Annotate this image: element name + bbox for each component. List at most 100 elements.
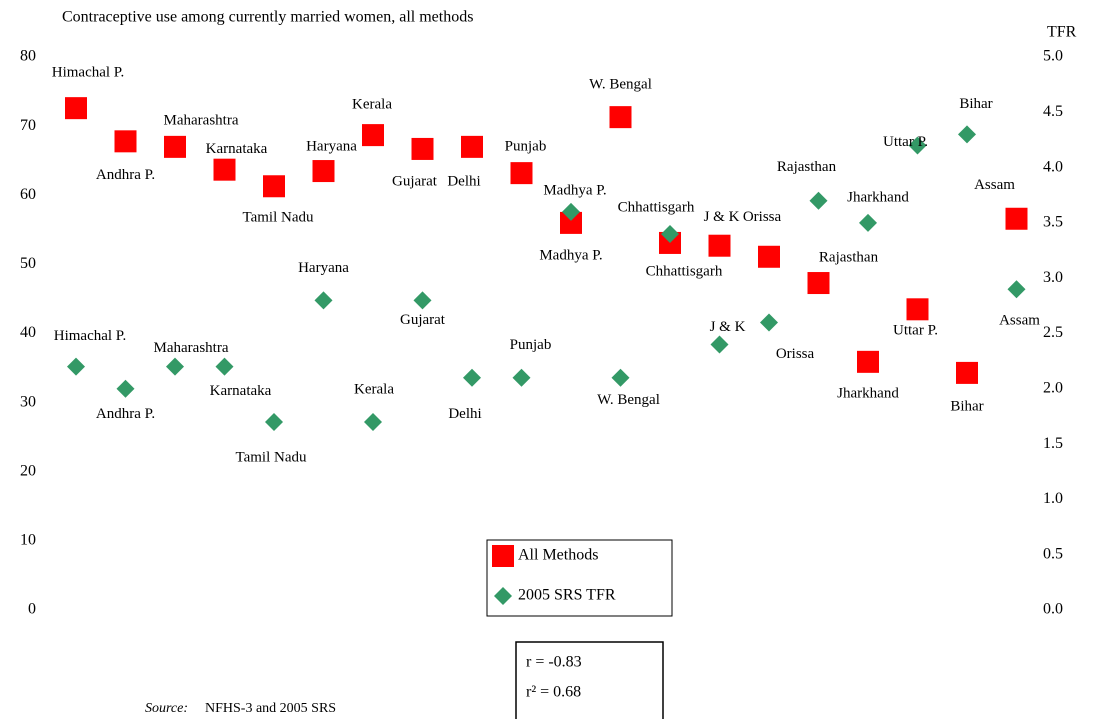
legend-label: 2005 SRS TFR (518, 587, 616, 604)
point-label: Andhra P. (96, 167, 155, 183)
y-tick-label: 60 (20, 186, 36, 203)
point-label: Madhya P. (539, 247, 602, 263)
y2-tick-label: 3.5 (1043, 214, 1063, 231)
marker-square (213, 158, 236, 181)
point-label: Haryana (306, 138, 357, 154)
point-label: Kerala (352, 97, 392, 113)
y-tick-label: 10 (20, 532, 36, 549)
marker-diamond (908, 136, 927, 155)
y-tick-label: 50 (20, 255, 36, 272)
y2-tick-label: 5.0 (1043, 48, 1063, 65)
point-label: W. Bengal (597, 392, 660, 408)
point-label: Rajasthan (777, 159, 837, 175)
point-label: Rajasthan (819, 249, 879, 265)
point-label: Chhattisgarh (618, 199, 695, 215)
point-label: Gujarat (400, 312, 446, 328)
y2-tick-label: 2.5 (1043, 324, 1063, 341)
marker-diamond (116, 379, 135, 398)
marker-diamond (463, 368, 481, 387)
point-label: Tamil Nadu (242, 210, 314, 226)
marker-square (906, 298, 929, 321)
y2-tick-label: 4.5 (1043, 103, 1063, 120)
marker-square (956, 361, 978, 384)
marker-square (263, 175, 285, 198)
point-label: Kerala (354, 381, 394, 397)
marker-square (362, 124, 384, 147)
marker-square (708, 234, 731, 257)
marker-diamond (809, 191, 828, 210)
legend-marker (492, 545, 514, 567)
marker-square (510, 162, 533, 185)
marker-diamond (512, 368, 531, 387)
marker-diamond (67, 357, 85, 376)
marker-diamond (710, 335, 729, 354)
source-label: Source: (145, 701, 188, 716)
y2-tick-label: 2.0 (1043, 379, 1063, 396)
marker-square (164, 135, 186, 158)
marker-diamond (166, 357, 184, 376)
point-label: Haryana (298, 260, 349, 276)
marker-diamond (314, 291, 333, 310)
marker-square (312, 160, 335, 183)
point-label: Himachal P. (52, 65, 125, 81)
y2-tick-label: 0.5 (1043, 545, 1063, 562)
y2-tick-label: 3.0 (1043, 269, 1063, 286)
legend-marker (494, 587, 512, 605)
marker-diamond (760, 313, 778, 332)
point-label: J & K (710, 319, 746, 335)
marker-diamond (562, 202, 580, 221)
point-label: Bihar (950, 398, 983, 414)
marker-square (114, 130, 137, 153)
legend-box (486, 539, 673, 617)
point-label: Karnataka (206, 141, 268, 157)
chart-title: Contraceptive use among currently marrie… (62, 9, 473, 26)
stat-r: r = -0.83 (526, 654, 582, 671)
y2-tick-label: 1.5 (1043, 435, 1063, 452)
y-tick-label: 80 (20, 48, 36, 65)
marker-square (411, 137, 434, 160)
point-label: Delhi (448, 406, 481, 422)
point-label: Orissa (776, 346, 815, 362)
point-label: Jharkhand (837, 385, 899, 401)
point-label: Delhi (447, 173, 480, 189)
point-label: Bihar (959, 96, 992, 112)
y2-axis-label: TFR (1047, 24, 1077, 41)
marker-square (609, 106, 632, 129)
marker-diamond (215, 357, 234, 376)
marker-square (560, 211, 582, 234)
marker-diamond (958, 125, 976, 144)
point-label: Andhra P. (96, 406, 155, 422)
y2-tick-label: 4.0 (1043, 158, 1063, 175)
marker-diamond (859, 213, 877, 232)
point-label: Jharkhand (847, 189, 909, 205)
marker-square (65, 97, 87, 120)
marker-square (1005, 207, 1028, 230)
y-tick-label: 20 (20, 462, 36, 479)
marker-diamond (611, 368, 630, 387)
point-label: Karnataka (210, 383, 272, 399)
y-tick-label: 40 (20, 324, 36, 341)
stats-box (515, 641, 664, 719)
marker-diamond (364, 412, 382, 431)
y2-tick-label: 0.0 (1043, 601, 1063, 618)
point-label: Uttar P. (893, 323, 938, 339)
point-label: W. Bengal (589, 77, 652, 93)
point-label: Punjab (505, 139, 547, 155)
point-label: Uttar P. (883, 134, 928, 150)
marker-square (857, 350, 879, 373)
point-label: Madhya P. (543, 182, 606, 198)
marker-square (758, 245, 780, 268)
y2-tick-label: 1.0 (1043, 490, 1063, 507)
point-label: Assam (999, 313, 1040, 329)
marker-square (461, 135, 483, 158)
stat-r2: r² = 0.68 (526, 684, 581, 701)
point-label: Tamil Nadu (235, 449, 307, 465)
y-tick-label: 30 (20, 393, 36, 410)
marker-diamond (661, 224, 679, 243)
marker-diamond (1007, 280, 1026, 299)
point-label: Orissa (743, 209, 782, 225)
point-label: Gujarat (392, 173, 438, 189)
marker-diamond (413, 291, 432, 310)
marker-diamond (265, 412, 283, 431)
